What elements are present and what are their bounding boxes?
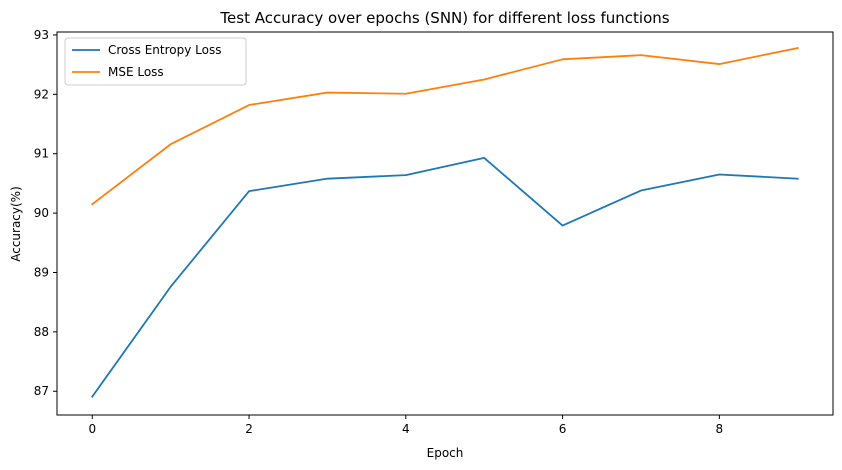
y-tick-label: 89: [34, 265, 49, 279]
y-tick-label: 90: [34, 206, 49, 220]
x-axis: 0 2 4 6 8: [88, 415, 723, 436]
series-line-1: [91, 46, 799, 206]
x-tick-label: 8: [716, 422, 724, 436]
y-tick-label: 93: [34, 28, 49, 42]
y-tick-label: 88: [34, 325, 49, 339]
y-tick-label: 91: [34, 147, 49, 161]
x-tick-label: 2: [245, 422, 253, 436]
y-axis: 87 88 89 90 91 92 93: [34, 28, 57, 398]
chart-title: Test Accuracy over epochs (SNN) for diff…: [219, 9, 669, 27]
y-tick-label: 87: [34, 384, 49, 398]
x-tick-label: 0: [88, 422, 96, 436]
x-tick-label: 6: [559, 422, 567, 436]
series-line-0: [91, 156, 799, 398]
legend-box: [64, 37, 247, 86]
y-tick-label: 92: [34, 87, 49, 101]
plot-frame: [56, 31, 834, 416]
y-axis-label: Accuracy(%): [9, 186, 23, 262]
legend-label-0: Cross Entropy Loss: [108, 43, 221, 57]
series-layer: [91, 46, 799, 398]
x-tick-label: 4: [402, 422, 410, 436]
legend-label-1: MSE Loss: [108, 65, 164, 79]
legend: Cross Entropy Loss MSE Loss: [64, 37, 247, 86]
x-axis-label: Epoch: [427, 446, 464, 460]
